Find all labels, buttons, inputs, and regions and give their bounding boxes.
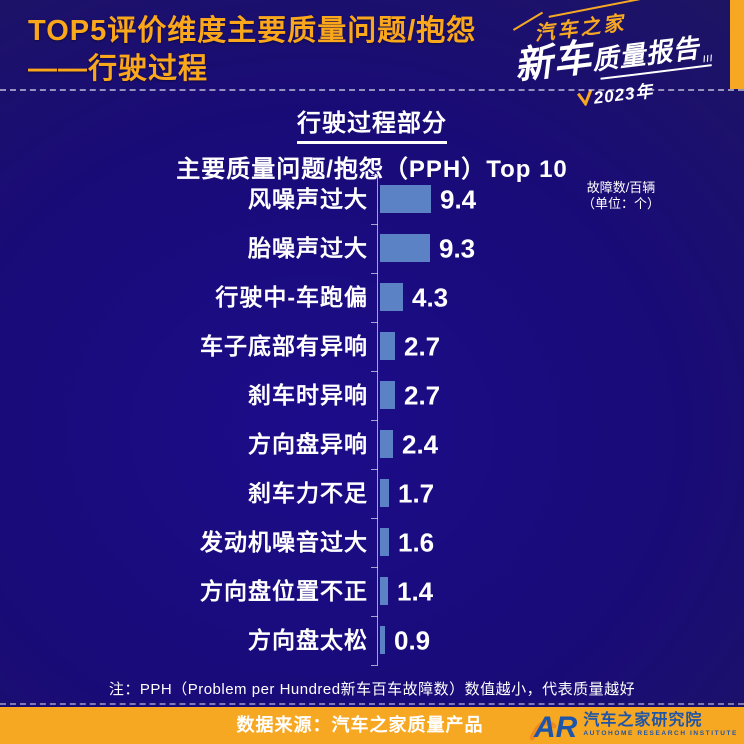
brand-logo: 汽车之家 新车 质量报告 /// 2023年 bbox=[509, 0, 719, 118]
bar bbox=[380, 381, 395, 409]
bar-value: 4.3 bbox=[412, 282, 449, 312]
org-name: 汽车之家研究院 bbox=[583, 712, 703, 730]
chart-subtitle: 主要质量问题/抱怨（PPH）Top 10 bbox=[176, 156, 568, 183]
bar-value: 1.7 bbox=[398, 478, 435, 508]
bar-row: 方向盘异响 2.4 bbox=[0, 420, 744, 469]
bar-value: 2.7 bbox=[404, 380, 441, 410]
org-name-en: AUTOHOME RESEARCH INSTITUTE bbox=[583, 730, 738, 738]
bar-row: 发动机噪音过大 1.6 bbox=[0, 518, 744, 567]
axis-tick bbox=[371, 175, 378, 176]
logo-slashes-icon: /// bbox=[702, 52, 715, 65]
bar-value: 0.9 bbox=[394, 625, 431, 655]
bar bbox=[380, 430, 393, 458]
bar-label: 方向盘位置不正 bbox=[200, 578, 368, 604]
bar-row: 刹车时异响 2.7 bbox=[0, 371, 744, 420]
bar bbox=[380, 577, 388, 605]
bar-row: 刹车力不足 1.7 bbox=[0, 469, 744, 518]
product-name-big: 新车 bbox=[511, 36, 595, 89]
axis-tick bbox=[371, 371, 378, 372]
bar-label: 行驶中-车跑偏 bbox=[215, 284, 368, 310]
bar bbox=[380, 626, 385, 654]
bar-label: 方向盘太松 bbox=[248, 627, 368, 653]
bar bbox=[380, 283, 403, 311]
bar-label: 胎噪声过大 bbox=[248, 235, 368, 261]
chart-rows: 风噪声过大 9.4 胎噪声过大 9.3 行驶中-车跑偏 4.3 车子底部有异响 … bbox=[0, 175, 744, 665]
page-title-line2: ——行驶过程 bbox=[28, 53, 209, 85]
bar-value: 9.4 bbox=[440, 184, 477, 214]
unit-note-line2: （单位：个） bbox=[581, 196, 660, 211]
footer-bar: 数据来源：汽车之家质量产品 AR 汽车之家研究院 AUTOHOME RESEAR… bbox=[0, 707, 744, 744]
chart-title: 行驶过程部分 bbox=[297, 103, 447, 144]
dashed-divider-bottom bbox=[0, 703, 744, 705]
bar bbox=[380, 528, 389, 556]
dashed-divider-top bbox=[0, 89, 744, 91]
bar bbox=[380, 185, 431, 213]
bar-row: 方向盘太松 0.9 bbox=[0, 616, 744, 665]
data-source: 数据来源：汽车之家质量产品 bbox=[236, 715, 484, 735]
footnote: 注：PPH（Problem per Hundred新车百车故障数）数值越小，代表… bbox=[108, 681, 636, 698]
bar bbox=[380, 479, 389, 507]
bar-value: 2.4 bbox=[402, 429, 439, 459]
axis-tick bbox=[371, 567, 378, 568]
bar-row: 胎噪声过大 9.3 bbox=[0, 224, 744, 273]
footer-logo: AR 汽车之家研究院 AUTOHOME RESEARCH INSTITUTE bbox=[524, 709, 738, 742]
bar-label: 发动机噪音过大 bbox=[200, 529, 368, 555]
bar-label: 车子底部有异响 bbox=[200, 333, 368, 359]
bar-value: 1.4 bbox=[397, 576, 434, 606]
chart-axis bbox=[371, 175, 378, 666]
bar-value: 1.6 bbox=[398, 527, 435, 557]
bar bbox=[380, 332, 395, 360]
bar-label: 风噪声过大 bbox=[248, 186, 368, 212]
ar-mark-icon: AR bbox=[530, 711, 578, 742]
org-text-block: 汽车之家研究院 AUTOHOME RESEARCH INSTITUTE bbox=[583, 713, 738, 738]
year-badge: 2023年 bbox=[575, 69, 719, 111]
page-title-line1: TOP5评价维度主要质量问题/抱怨 bbox=[28, 15, 477, 47]
bar-row: 行驶中-车跑偏 4.3 bbox=[0, 273, 744, 322]
axis-tick bbox=[371, 518, 378, 519]
bar-label: 方向盘异响 bbox=[248, 431, 368, 457]
right-edge-accent-bar bbox=[730, 0, 744, 89]
chart-title-block: 行驶过程部分 主要质量问题/抱怨（PPH）Top 10 bbox=[0, 103, 744, 184]
bar-row: 风噪声过大 9.4 bbox=[0, 175, 744, 224]
check-v-icon bbox=[576, 89, 593, 107]
bar-value: 9.3 bbox=[439, 233, 476, 263]
svg-text:AR: AR bbox=[533, 711, 578, 742]
unit-note-line1: 故障数/百辆 bbox=[586, 180, 656, 195]
bar-value: 2.7 bbox=[404, 331, 441, 361]
unit-note: 故障数/百辆 （单位：个） bbox=[576, 180, 666, 212]
axis-tick bbox=[371, 224, 378, 225]
bar-label: 刹车力不足 bbox=[248, 480, 368, 506]
page-title: TOP5评价维度主要质量问题/抱怨 ——行驶过程 bbox=[28, 12, 548, 88]
axis-tick bbox=[371, 616, 378, 617]
axis-tick bbox=[371, 322, 378, 323]
axis-tick bbox=[371, 273, 378, 274]
axis-tick bbox=[371, 665, 378, 666]
bar-row: 车子底部有异响 2.7 bbox=[0, 322, 744, 371]
bar-row: 方向盘位置不正 1.4 bbox=[0, 567, 744, 616]
axis-tick bbox=[371, 420, 378, 421]
axis-tick bbox=[371, 469, 378, 470]
bar-label: 刹车时异响 bbox=[248, 382, 368, 408]
bar bbox=[380, 234, 430, 262]
